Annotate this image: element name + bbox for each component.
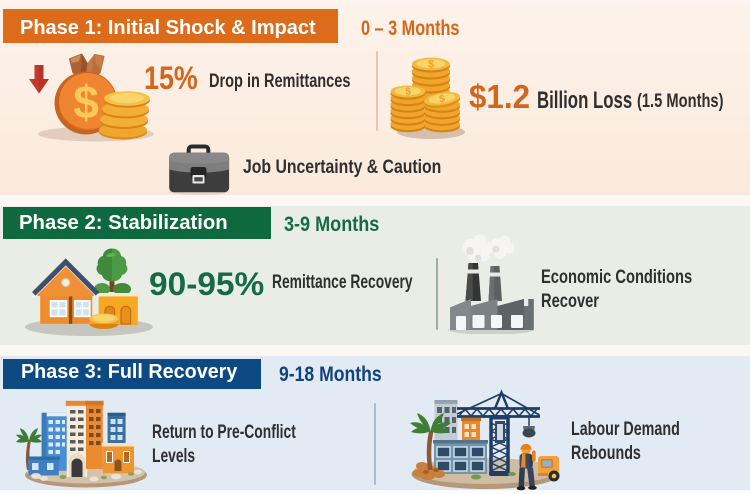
svg-text:$: $: [438, 93, 446, 106]
svg-text:$: $: [73, 76, 99, 128]
svg-text:$: $: [428, 58, 434, 70]
svg-text:$: $: [405, 87, 411, 98]
